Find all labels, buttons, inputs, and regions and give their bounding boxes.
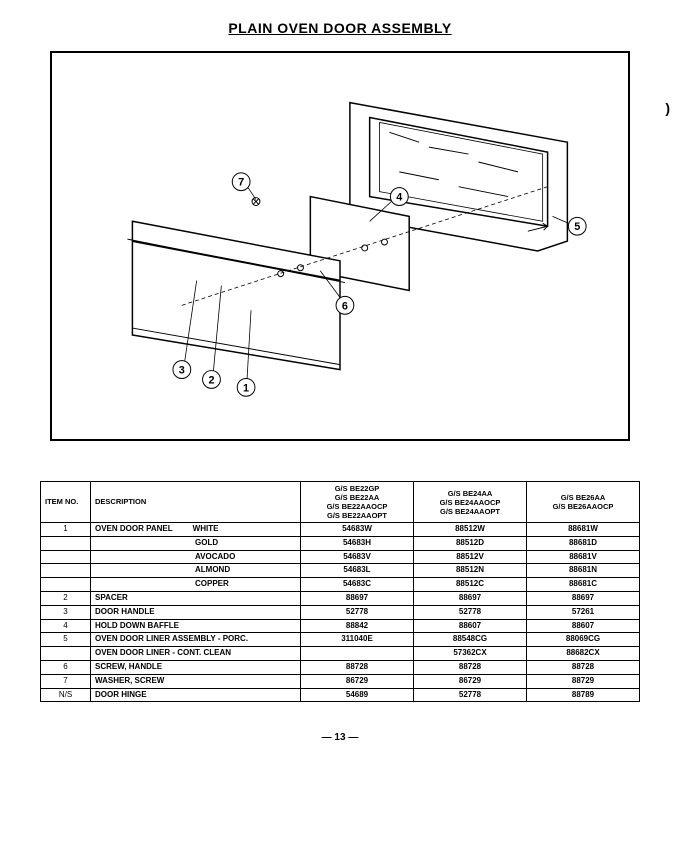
cell-partno: 88697 <box>414 591 527 605</box>
cell-desc: SPACER <box>91 591 301 605</box>
table-row: 2SPACER886978869788697 <box>41 591 640 605</box>
exploded-diagram: 7 4 5 6 3 2 1 <box>72 73 608 419</box>
cell-partno: 88682CX <box>527 647 640 661</box>
table-row: 1OVEN DOOR PANELWHITE54683W88512W88681W <box>41 523 640 537</box>
table-row: 6SCREW, HANDLE887288872888728 <box>41 660 640 674</box>
svg-text:2: 2 <box>208 374 214 386</box>
cell-desc: OVEN DOOR PANELWHITE <box>91 523 301 537</box>
cell-partno: 52778 <box>301 605 414 619</box>
svg-text:1: 1 <box>243 382 249 394</box>
cell-item <box>41 550 91 564</box>
cell-partno: 88512D <box>414 536 527 550</box>
cell-item: 1 <box>41 523 91 537</box>
cell-partno: 88512C <box>414 578 527 592</box>
cell-partno: 311040E <box>301 633 414 647</box>
header-model1: G/S BE22GPG/S BE22AAG/S BE22AAOCPG/S BE2… <box>301 482 414 523</box>
diagram-frame: 7 4 5 6 3 2 1 <box>50 51 630 441</box>
cell-partno: 88069CG <box>527 633 640 647</box>
cell-desc: SCREW, HANDLE <box>91 660 301 674</box>
cell-item <box>41 536 91 550</box>
cell-partno: 88681W <box>527 523 640 537</box>
table-row: COPPER54683C88512C88681C <box>41 578 640 592</box>
cell-partno: 52778 <box>414 688 527 702</box>
cell-desc: ALMOND <box>91 564 301 578</box>
table-row: 4HOLD DOWN BAFFLE888428860788607 <box>41 619 640 633</box>
cell-partno: 57362CX <box>414 647 527 661</box>
table-row: N/SDOOR HINGE546895277888789 <box>41 688 640 702</box>
cell-partno: 88697 <box>527 591 640 605</box>
page-title: PLAIN OVEN DOOR ASSEMBLY <box>30 20 650 36</box>
cell-item: 5 <box>41 633 91 647</box>
cell-partno: 88607 <box>414 619 527 633</box>
cell-item: 3 <box>41 605 91 619</box>
cell-partno: 54689 <box>301 688 414 702</box>
header-model2: G/S BE24AAG/S BE24AAOCPG/S BE24AAOPT <box>414 482 527 523</box>
header-desc: DESCRIPTION <box>91 482 301 523</box>
cell-partno: 88512W <box>414 523 527 537</box>
cell-item <box>41 647 91 661</box>
cell-desc: OVEN DOOR LINER ASSEMBLY - PORC. <box>91 633 301 647</box>
cell-desc: GOLD <box>91 536 301 550</box>
cell-partno: 88681D <box>527 536 640 550</box>
table-row: AVOCADO54683V88512V88681V <box>41 550 640 564</box>
cell-desc: DOOR HANDLE <box>91 605 301 619</box>
cell-partno: 54683W <box>301 523 414 537</box>
cell-item: 4 <box>41 619 91 633</box>
cell-partno: 54683V <box>301 550 414 564</box>
cell-partno <box>301 647 414 661</box>
cell-desc: OVEN DOOR LINER - CONT. CLEAN <box>91 647 301 661</box>
cell-partno: 86729 <box>414 674 527 688</box>
cell-desc: AVOCADO <box>91 550 301 564</box>
header-model3: G/S BE26AAG/S BE26AAOCP <box>527 482 640 523</box>
cell-desc: WASHER, SCREW <box>91 674 301 688</box>
table-row: OVEN DOOR LINER - CONT. CLEAN 57362CX8868… <box>41 647 640 661</box>
table-row: 5OVEN DOOR LINER ASSEMBLY - PORC.311040E… <box>41 633 640 647</box>
svg-text:5: 5 <box>574 221 580 233</box>
cell-item <box>41 564 91 578</box>
cell-desc: DOOR HINGE <box>91 688 301 702</box>
cell-partno: 88512V <box>414 550 527 564</box>
cell-partno: 54683H <box>301 536 414 550</box>
svg-text:3: 3 <box>179 365 185 377</box>
parts-table: ITEM NO. DESCRIPTION G/S BE22GPG/S BE22A… <box>40 481 640 702</box>
table-row: ALMOND54683L88512N88681N <box>41 564 640 578</box>
table-row: GOLD54683H88512D88681D <box>41 536 640 550</box>
cell-item: 2 <box>41 591 91 605</box>
cell-partno: 88729 <box>527 674 640 688</box>
cell-partno: 88789 <box>527 688 640 702</box>
cell-partno: 88842 <box>301 619 414 633</box>
cell-partno: 86729 <box>301 674 414 688</box>
header-item: ITEM NO. <box>41 482 91 523</box>
table-header-row: ITEM NO. DESCRIPTION G/S BE22GPG/S BE22A… <box>41 482 640 523</box>
table-row: 7WASHER, SCREW867298672988729 <box>41 674 640 688</box>
cell-partno: 88548CG <box>414 633 527 647</box>
cell-item: 6 <box>41 660 91 674</box>
svg-text:7: 7 <box>238 177 244 189</box>
cell-desc: HOLD DOWN BAFFLE <box>91 619 301 633</box>
cell-partno: 54683L <box>301 564 414 578</box>
cell-partno: 88681N <box>527 564 640 578</box>
cell-partno: 54683C <box>301 578 414 592</box>
svg-text:4: 4 <box>396 192 402 204</box>
cell-partno: 88728 <box>414 660 527 674</box>
cell-item: 7 <box>41 674 91 688</box>
svg-text:6: 6 <box>342 300 348 312</box>
cell-partno: 88512N <box>414 564 527 578</box>
page-number: — 13 — <box>30 732 650 743</box>
cell-partno: 52778 <box>414 605 527 619</box>
cell-desc: COPPER <box>91 578 301 592</box>
table-row: 3DOOR HANDLE527785277857261 <box>41 605 640 619</box>
cell-item: N/S <box>41 688 91 702</box>
cell-partno: 88607 <box>527 619 640 633</box>
cell-partno: 88728 <box>527 660 640 674</box>
cell-partno: 88697 <box>301 591 414 605</box>
cell-item <box>41 578 91 592</box>
cell-partno: 88681V <box>527 550 640 564</box>
cell-partno: 88728 <box>301 660 414 674</box>
cell-partno: 57261 <box>527 605 640 619</box>
cell-partno: 88681C <box>527 578 640 592</box>
stray-paren: ) <box>665 100 670 116</box>
